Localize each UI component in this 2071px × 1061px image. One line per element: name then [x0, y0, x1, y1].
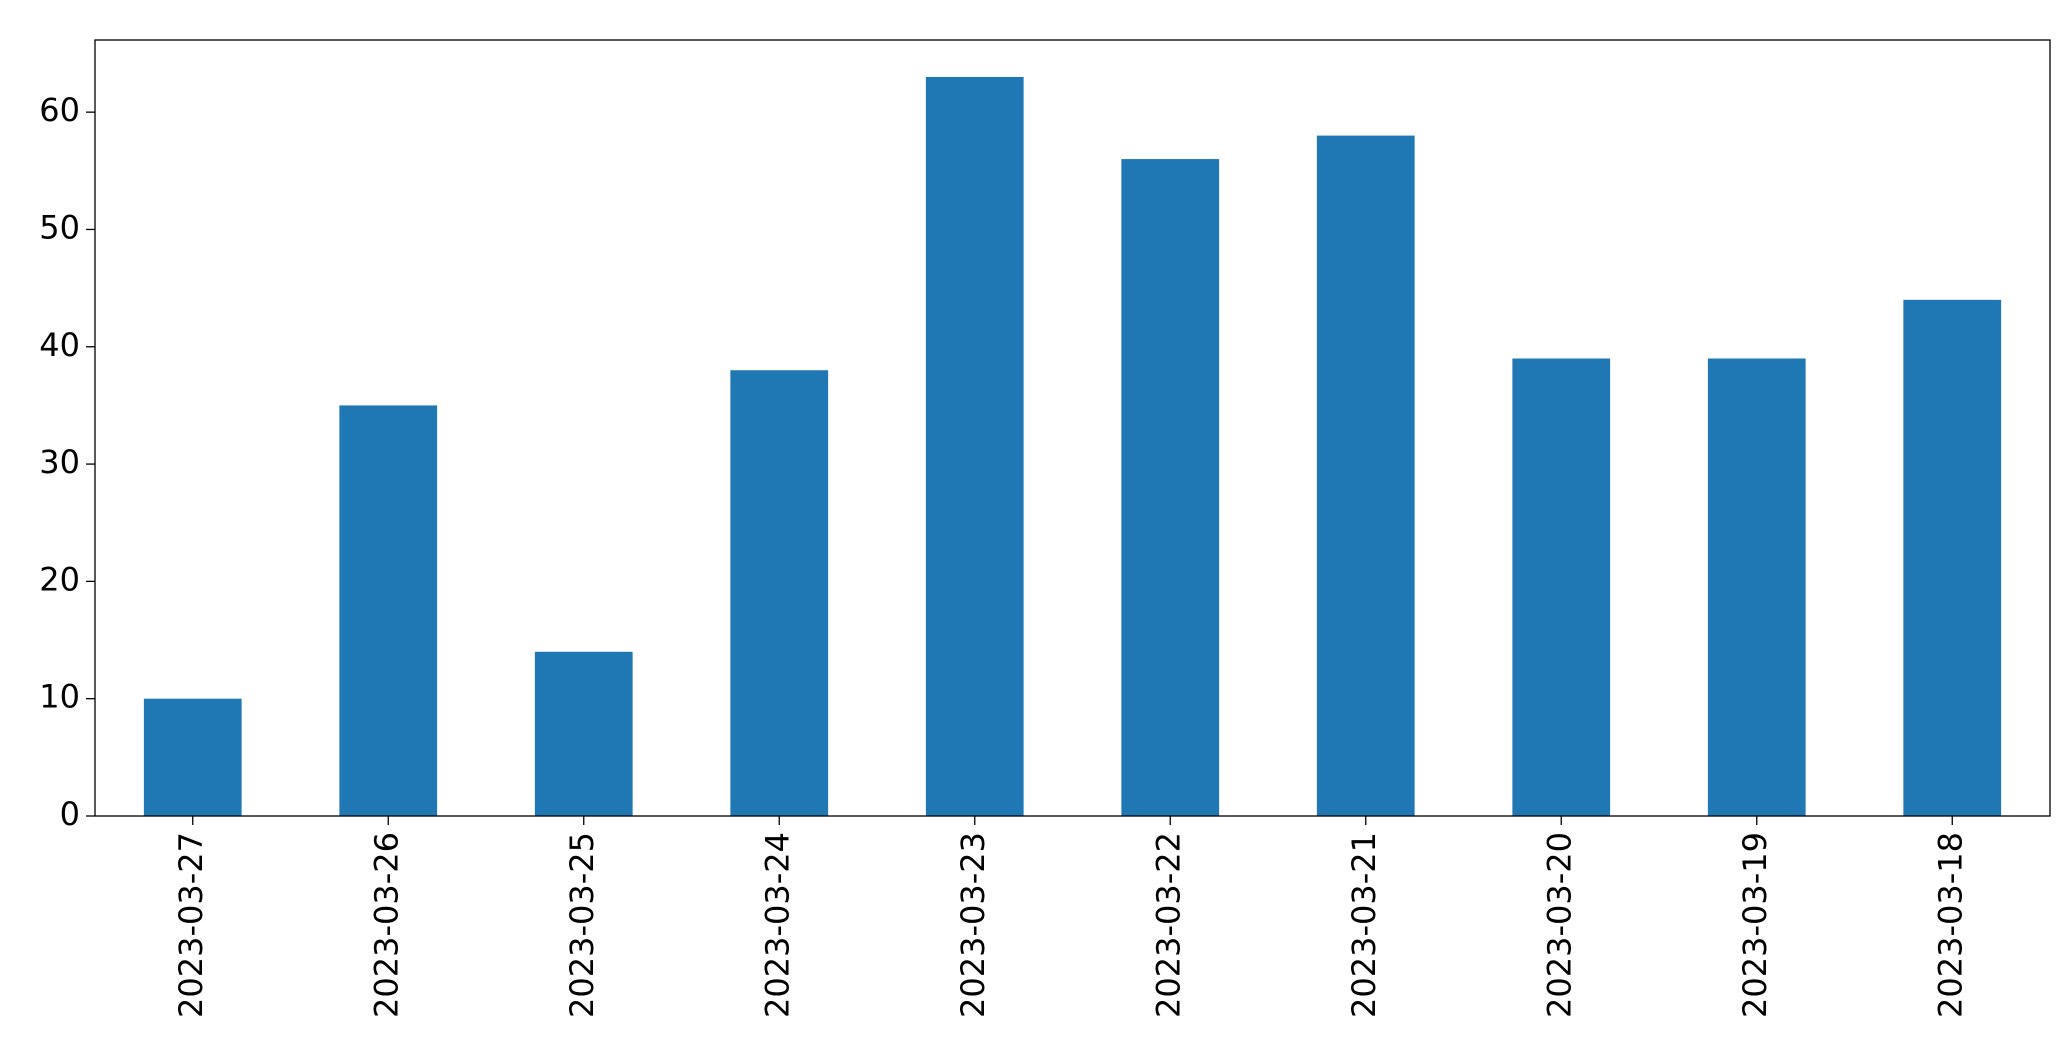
- x-tick-label: 2023-03-22: [1149, 832, 1187, 1018]
- x-tick-label: 2023-03-25: [563, 832, 601, 1018]
- x-tick-label: 2023-03-20: [1540, 832, 1578, 1018]
- bar: [1707, 358, 1806, 816]
- y-tick-label: 20: [39, 560, 80, 598]
- bar: [730, 370, 829, 816]
- x-tick-label: 2023-03-26: [367, 832, 405, 1018]
- x-tick-label: 2023-03-23: [954, 832, 992, 1018]
- x-tick-label: 2023-03-24: [758, 832, 796, 1018]
- x-tick-label: 2023-03-21: [1345, 832, 1383, 1018]
- y-tick-label: 50: [39, 208, 80, 246]
- bar: [534, 651, 633, 816]
- bar: [1512, 358, 1611, 816]
- bar: [1316, 135, 1415, 817]
- y-tick-label: 60: [39, 91, 80, 129]
- y-tick-label: 30: [39, 443, 80, 481]
- bar: [1121, 159, 1220, 816]
- x-tick-label: 2023-03-18: [1931, 832, 1969, 1018]
- bar: [339, 405, 438, 816]
- y-tick-label: 0: [60, 795, 80, 833]
- bar: [143, 698, 242, 816]
- plot-frame: [94, 39, 2051, 817]
- y-tick-label: 40: [39, 326, 80, 364]
- bar: [1903, 299, 2002, 817]
- bar: [925, 76, 1024, 816]
- y-tick-label: 10: [39, 678, 80, 716]
- x-tick-label: 2023-03-19: [1736, 832, 1774, 1018]
- x-tick-label: 2023-03-27: [172, 832, 210, 1018]
